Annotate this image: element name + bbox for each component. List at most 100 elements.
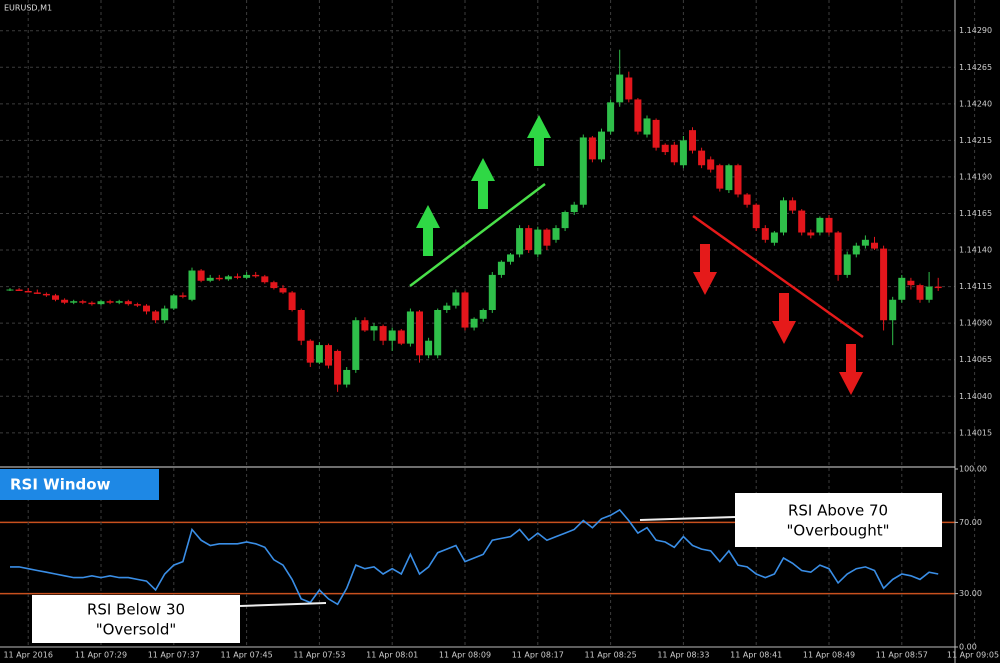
callout-pointer: [239, 602, 327, 607]
x-tick-label: 11 Apr 08:49: [803, 651, 855, 660]
candle-body: [215, 277, 223, 280]
down-arrows: [693, 244, 863, 395]
candle-body: [15, 289, 23, 291]
candle-body: [507, 254, 514, 262]
candle-body: [916, 285, 924, 300]
candle-body: [70, 301, 78, 303]
rsi-line: [10, 508, 939, 606]
candle-body: [279, 288, 287, 293]
x-tick-label: 11 Apr 08:41: [730, 651, 782, 660]
candle-body: [288, 292, 296, 310]
candle-body: [161, 308, 169, 321]
x-tick-label: 11 Apr 07:37: [148, 651, 200, 660]
candle-body: [652, 119, 660, 148]
y-tick-label: 1.14065: [959, 355, 992, 364]
candle-body: [770, 232, 778, 243]
candle-body: [24, 290, 32, 293]
candle-body: [270, 282, 278, 289]
candle-body: [625, 77, 633, 100]
down-arrow: [772, 293, 796, 344]
candle-body: [716, 165, 724, 189]
x-tick-label: 11 Apr 08:33: [657, 651, 709, 660]
y-tick-label: 1.14040: [959, 392, 992, 401]
x-tick-label: 11 Apr 07:29: [75, 651, 127, 660]
candle-body: [306, 340, 314, 363]
candle-body: [97, 301, 105, 305]
candle-body: [861, 239, 869, 246]
candle-body: [379, 326, 387, 341]
candle-body: [370, 326, 378, 331]
candle-body: [634, 99, 642, 132]
candle-body: [397, 330, 405, 344]
x-tick-label: 11 Apr 08:17: [512, 651, 564, 660]
x-tick-label: 11 Apr 07:45: [221, 651, 273, 660]
candle-body: [179, 295, 187, 297]
candle-body: [79, 301, 87, 303]
candle-body: [843, 254, 851, 275]
y-tick-label: 1.14265: [959, 63, 992, 72]
candle-body: [679, 140, 687, 166]
callout-box: [32, 595, 240, 643]
candle-body: [852, 245, 860, 255]
callout-text: RSI Above 70: [788, 502, 888, 520]
up-arrows: [416, 115, 551, 256]
candle-body: [661, 144, 669, 153]
candle-body: [334, 350, 342, 385]
x-tick-label: 11 Apr 09:05: [947, 651, 999, 660]
callout-text: RSI Below 30: [87, 601, 185, 619]
candle-body: [825, 217, 833, 233]
candle-body: [516, 228, 524, 255]
x-tick-label: 11 Apr 08:01: [366, 651, 418, 660]
candle-body: [452, 292, 460, 306]
x-tick-label: 11 Apr 07:53: [293, 651, 345, 660]
candle-body: [152, 311, 160, 321]
candle-body: [561, 212, 569, 229]
candle-body: [752, 204, 760, 229]
trend-line: [692, 214, 864, 339]
candle-body: [297, 310, 305, 341]
candle-body: [197, 270, 205, 281]
trend-line: [409, 183, 546, 287]
candle-body: [224, 276, 232, 280]
candle-body: [206, 277, 214, 281]
candle-body: [598, 131, 605, 160]
y-tick-label: 1.14115: [959, 282, 992, 291]
candle-body: [388, 330, 396, 341]
candle-body: [889, 299, 897, 321]
candle-body: [115, 301, 123, 303]
y-tick-label: 1.14090: [959, 319, 992, 328]
candle-body: [934, 286, 942, 289]
chart-title: EURUSD,M1: [4, 4, 52, 13]
candle-body: [907, 280, 915, 286]
candle-body: [479, 310, 487, 319]
y-tick-label: 30.00: [959, 589, 982, 598]
candle-body: [743, 194, 751, 205]
candle-body: [425, 340, 433, 356]
candle-body: [52, 295, 59, 300]
candle-body: [33, 292, 41, 294]
candle-body: [315, 345, 323, 363]
candle-body: [361, 320, 369, 331]
callout-box: [735, 493, 942, 547]
candle-body: [434, 310, 442, 356]
candle-body: [88, 302, 96, 305]
candle-body: [488, 274, 496, 310]
y-tick-label: 1.14215: [959, 136, 992, 145]
candle-body: [670, 144, 678, 163]
candle-body: [243, 274, 251, 278]
y-tick-label: 0.00: [959, 643, 977, 652]
candle-body: [143, 305, 150, 312]
candle-body: [406, 311, 414, 344]
candle-body: [188, 270, 196, 300]
x-tick-label: 11 Apr 08:25: [585, 651, 637, 660]
candle-body: [42, 293, 50, 296]
candle-body: [816, 217, 824, 233]
candle-body: [261, 276, 269, 283]
candle-body: [534, 229, 542, 255]
candle-body: [443, 305, 451, 310]
candle-body: [734, 165, 742, 195]
candle-body: [588, 137, 596, 160]
